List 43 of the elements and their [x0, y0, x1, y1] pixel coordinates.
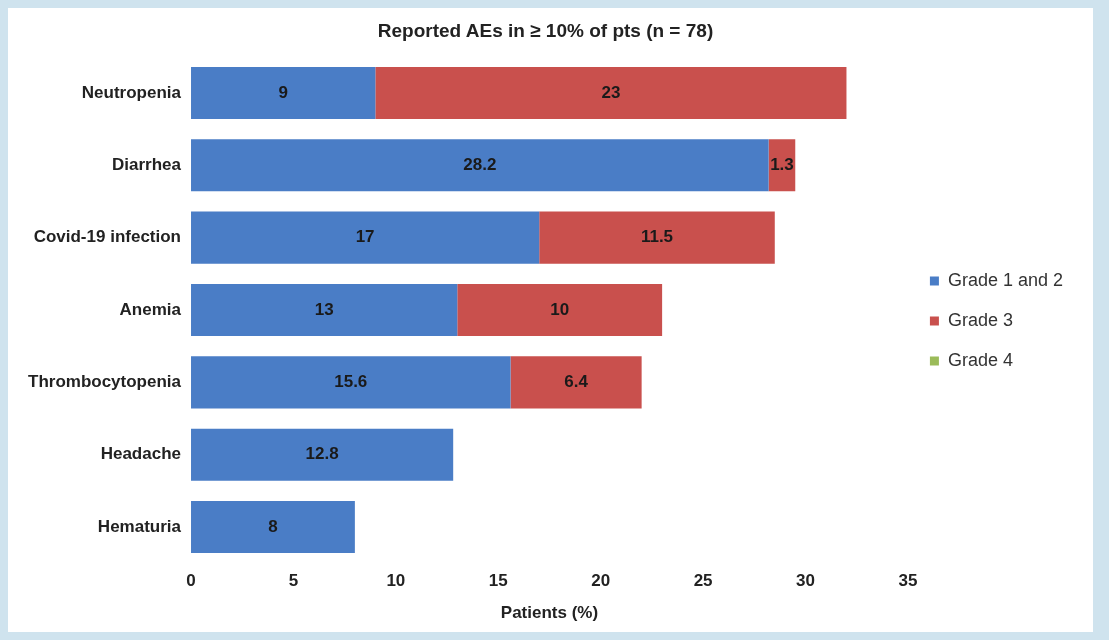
x-tick-label: 35	[898, 571, 918, 591]
data-label: 10	[550, 299, 570, 319]
data-label: 6.4	[564, 372, 589, 392]
x-tick-label: 20	[591, 571, 611, 591]
y-tick-label: Thrombocytopenia	[27, 372, 182, 392]
y-tick-label: Headache	[100, 444, 182, 464]
bar	[457, 283, 663, 337]
data-label: 23	[601, 82, 621, 102]
y-tick-label: Neutropenia	[81, 82, 182, 102]
data-label: 8	[268, 516, 278, 536]
bar	[191, 500, 355, 554]
bar	[191, 211, 540, 264]
x-axis-title: Patients (%)	[500, 603, 599, 623]
bar	[191, 283, 458, 337]
data-label: 15.6	[334, 372, 368, 392]
x-tick-label: 5	[288, 571, 299, 591]
bar	[191, 66, 376, 120]
data-label: 1.3	[770, 155, 794, 174]
data-label: 12.8	[305, 444, 339, 464]
data-label: 9	[278, 82, 288, 102]
y-tick-label: Diarrhea	[112, 155, 182, 174]
x-tick-label: 30	[796, 571, 815, 591]
y-tick-label: Anemia	[119, 299, 182, 319]
x-tick-label: 15	[488, 571, 508, 591]
x-tick-label: 25	[693, 571, 713, 591]
data-label: 17	[355, 227, 375, 247]
y-tick-label: Covid-19 infection	[33, 227, 182, 247]
legend-label: Grade 4	[947, 349, 1013, 370]
data-label: 28.2	[463, 155, 497, 174]
bar	[375, 66, 847, 120]
x-tick-label: 10	[386, 571, 406, 591]
bar	[510, 356, 642, 409]
legend-label: Grade 1 and 2	[947, 269, 1064, 290]
y-tick-label: Hematuria	[97, 516, 182, 536]
legend-label: Grade 3	[947, 309, 1013, 330]
x-tick-label: 0	[186, 571, 196, 591]
chart-title: Reported AEs in ≥ 10% of pts (n = 78)	[377, 19, 714, 41]
bar	[539, 211, 775, 264]
bar	[191, 139, 769, 192]
data-label: 11.5	[640, 227, 674, 247]
data-label: 13	[314, 299, 334, 319]
bar	[191, 356, 511, 409]
bar	[191, 428, 454, 481]
